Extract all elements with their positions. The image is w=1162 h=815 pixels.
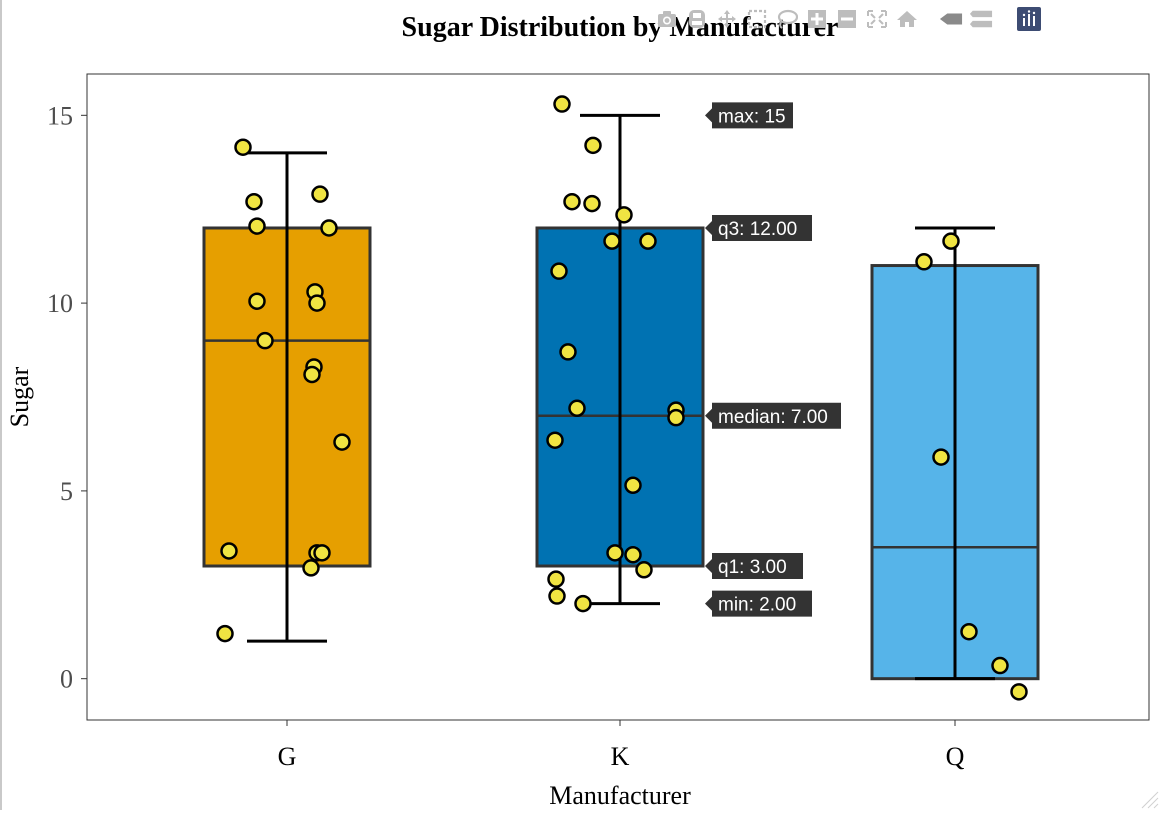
hover-label-box [705,553,803,580]
hover-label-box [705,214,812,241]
points-layer [216,95,1028,701]
x-tick-label: Q [946,742,965,771]
data-point-Q[interactable] [1010,683,1028,701]
reset-icon[interactable] [895,7,919,31]
data-point-Q[interactable] [932,448,950,466]
data-point-G[interactable] [313,544,331,562]
box-K[interactable] [535,113,705,606]
data-point-K[interactable] [553,95,571,113]
data-point-G[interactable] [216,624,234,643]
camera-icon[interactable] [655,7,679,31]
boxes-layer [202,113,1040,681]
logo-icon[interactable] [1017,7,1041,31]
data-point-K[interactable] [559,343,577,361]
hover-labels-layer: max: 15 q3: 12.00 median: 7.00 q1: 3.00 min:… [705,102,841,617]
box-Q[interactable] [870,226,1040,681]
box-G[interactable] [202,151,372,643]
y-axis: 0 5 10 15 [47,101,87,694]
data-point-G[interactable] [248,217,266,235]
hover-label-box [705,402,841,429]
data-point-K[interactable] [550,262,568,280]
box-select-icon[interactable] [745,7,769,31]
pan-icon[interactable] [715,7,739,31]
y-tick-label: 15 [47,101,73,130]
data-point-K[interactable] [667,408,685,427]
data-point-K[interactable] [624,545,642,564]
x-axis-title: Manufacturer [549,781,691,810]
hover-label-text: max: 15 [718,106,786,127]
modebar [655,6,1041,32]
data-point-G[interactable] [302,559,320,577]
hover-label: max: 15 [705,102,793,129]
data-point-Q[interactable] [942,232,960,250]
data-point-K[interactable] [624,476,642,495]
data-point-K[interactable] [603,232,621,250]
zoom-out-icon[interactable] [835,7,859,31]
data-point-Q[interactable] [915,253,933,271]
data-point-K[interactable] [584,136,602,155]
data-point-Q[interactable] [991,656,1009,675]
data-point-K[interactable] [548,587,566,605]
resize-grip[interactable] [1141,791,1159,809]
data-point-K[interactable] [583,194,601,213]
x-tick-label: K [611,742,630,771]
compare-icon[interactable] [969,7,993,31]
y-tick-label: 10 [47,289,73,318]
hover-label-text: q3: 12.00 [718,219,797,240]
lasso-icon[interactable] [775,7,799,31]
plot-area-border [86,73,1150,721]
data-point-K[interactable] [546,431,564,449]
save-icon[interactable] [685,7,709,31]
hover-label: min: 2.00 [705,590,812,617]
hover-label: q3: 12.00 [705,214,812,241]
data-point-K[interactable] [639,232,657,250]
data-point-K[interactable] [574,594,592,613]
x-tick-label: G [278,742,297,771]
data-point-G[interactable] [220,542,238,560]
hover-label-text: min: 2.00 [718,595,796,616]
data-point-K[interactable] [615,206,633,224]
data-point-G[interactable] [333,433,351,451]
y-tick-label: 5 [60,477,73,506]
data-point-G[interactable] [311,185,329,203]
data-point-G[interactable] [303,365,321,384]
hover-label-text: median: 7.00 [718,407,828,428]
data-point-G[interactable] [308,294,326,312]
data-point-K[interactable] [547,570,565,588]
y-tick-label: 0 [60,665,73,694]
hover-label-box [705,102,793,129]
y-axis-title: Sugar [5,366,34,427]
hover-label: q1: 3.00 [705,553,803,580]
zoom-in-icon[interactable] [805,7,829,31]
data-point-K[interactable] [635,561,653,579]
hover-label-text: q1: 3.00 [718,557,787,578]
data-point-G[interactable] [320,219,338,237]
hover-label: median: 7.00 [705,402,841,429]
hover-label-box [705,590,812,617]
spike-icon[interactable] [939,7,963,31]
data-point-G[interactable] [256,331,274,350]
data-point-G[interactable] [248,292,266,310]
data-point-K[interactable] [563,192,581,211]
autoscale-icon[interactable] [865,7,889,31]
data-point-G[interactable] [234,138,252,156]
data-point-K[interactable] [568,399,586,418]
data-point-G[interactable] [245,192,263,211]
data-point-K[interactable] [606,544,624,562]
data-point-Q[interactable] [960,622,978,641]
